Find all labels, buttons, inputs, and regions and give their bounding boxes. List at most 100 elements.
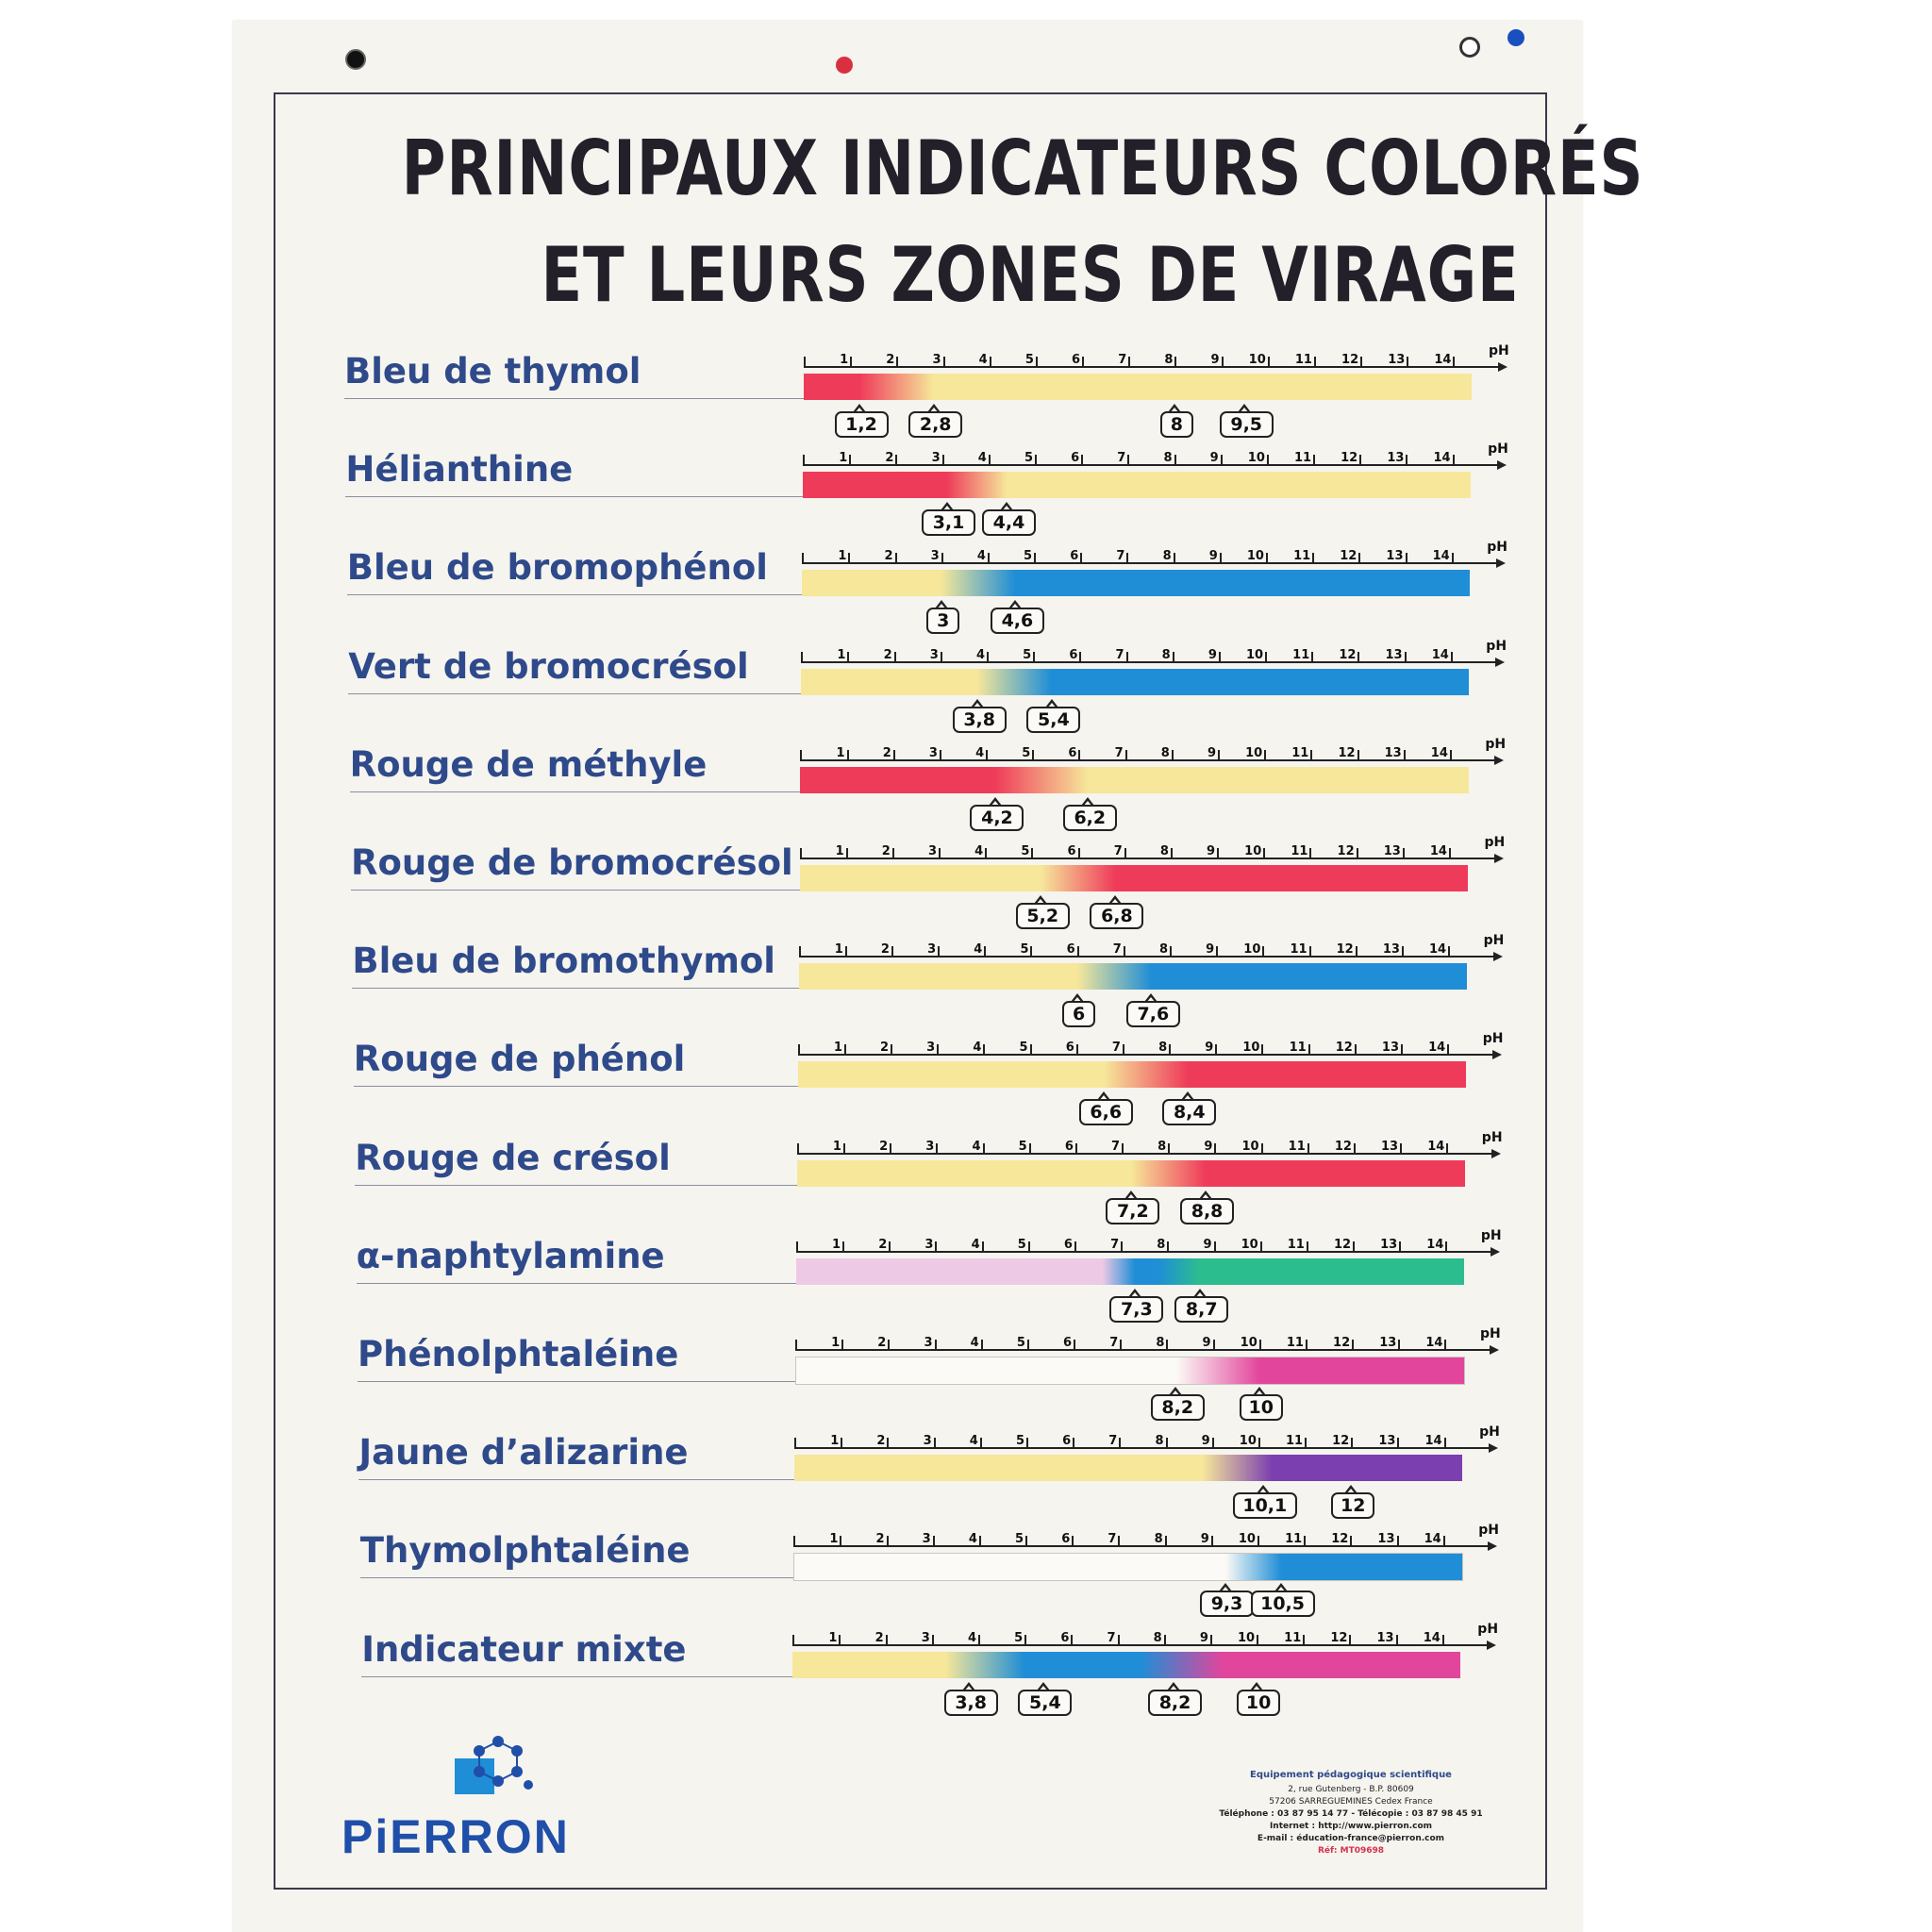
ph-tick <box>1035 357 1038 368</box>
ph-tick <box>1170 946 1173 958</box>
ph-tick <box>1260 1142 1263 1155</box>
ph-tick-label: 10 <box>1237 1630 1256 1645</box>
ph-axis <box>795 1349 1491 1351</box>
poster-title-line1: PRINCIPAUX INDICATEURS COLORÉS <box>401 125 1644 212</box>
ph-tick <box>1404 651 1407 663</box>
transition-ph-marker: 9,5 <box>1219 411 1274 438</box>
ph-tick <box>896 357 899 368</box>
ph-axis <box>799 858 1496 859</box>
ph-tick-label: 12 <box>1333 1336 1351 1350</box>
ph-tick-label: 8 <box>1153 1630 1162 1645</box>
color-band <box>797 1061 1466 1089</box>
ph-tick <box>1442 1536 1445 1548</box>
ph-tick <box>1169 1044 1172 1057</box>
marker-caret-inner <box>1275 1587 1286 1593</box>
marker-caret-inner <box>1010 604 1021 610</box>
ph-tick-label: 12 <box>1335 1041 1353 1056</box>
ph-axis-arrow <box>1491 1050 1502 1060</box>
transition-ph-marker: 8,7 <box>1174 1295 1229 1323</box>
ph-tick-label: 11 <box>1291 745 1309 760</box>
ph-tick <box>1446 1142 1449 1155</box>
ph-tick <box>1307 1142 1309 1155</box>
ph-tick-label: 10 <box>1247 451 1265 466</box>
ph-axis <box>801 660 1498 663</box>
ph-tick <box>1128 357 1131 368</box>
transition-ph-marker: 2,8 <box>908 411 963 438</box>
ph-tick-label: 2 <box>875 1532 885 1547</box>
transition-ph-marker: 8,2 <box>1150 1394 1205 1421</box>
ph-tick <box>850 357 853 368</box>
ph-tick <box>1032 749 1035 761</box>
ph-tick <box>939 848 941 859</box>
ph-tick <box>1405 553 1407 565</box>
ph-tick <box>978 1634 980 1646</box>
ph-tick <box>1221 357 1224 368</box>
ph-tick <box>1164 1536 1167 1548</box>
ph-tick-label: 3 <box>927 942 937 958</box>
pierron-logo-icon <box>451 1734 536 1809</box>
ph-tick-label: 2 <box>886 353 895 367</box>
ph-tick <box>1213 1241 1216 1253</box>
ph-tick <box>1265 651 1268 663</box>
ph-tick <box>1210 1536 1213 1548</box>
color-band <box>793 1553 1464 1582</box>
marker-caret-inner <box>1252 1685 1262 1691</box>
color-band <box>803 472 1472 499</box>
ph-tick-label: 13 <box>1381 1041 1399 1056</box>
marker-caret-inner <box>1125 1193 1136 1200</box>
ph-tick-label: 4 <box>970 1336 979 1350</box>
transition-ph-marker: 4,2 <box>970 804 1024 831</box>
ph-tick <box>1310 749 1313 761</box>
ph-tick <box>983 1044 986 1057</box>
ph-tick-label: 6 <box>1063 1237 1073 1252</box>
ph-tick <box>843 1044 846 1057</box>
ph-tick <box>1267 357 1270 368</box>
ph-tick <box>985 848 988 859</box>
pin-top-left <box>345 49 366 70</box>
ph-tick <box>1214 1142 1217 1155</box>
marker-caret-inner <box>1099 1095 1109 1102</box>
indicator-name: Bleu de thymol <box>344 351 641 391</box>
ph-tick <box>1216 946 1219 958</box>
ph-tick <box>1217 848 1220 859</box>
ph-tick-label: 8 <box>1154 1532 1163 1547</box>
ph-tick <box>1304 1536 1307 1548</box>
ph-tick <box>1218 651 1221 663</box>
ph-tick-label: 1 <box>837 647 846 662</box>
ph-tick <box>886 1536 889 1548</box>
marker-caret-inner <box>941 506 952 512</box>
marker-caret-inner <box>1038 1685 1048 1691</box>
ph-tick-label: 3 <box>928 745 938 760</box>
ph-tick-label: 7 <box>1115 647 1124 662</box>
indicator-name: Bleu de bromothymol <box>352 941 775 982</box>
ph-tick-label: 5 <box>1019 1041 1028 1056</box>
ph-tick-label: 9 <box>1204 1139 1213 1154</box>
ph-tick <box>1357 749 1359 761</box>
ph-tick <box>1117 1634 1120 1646</box>
ph-tick-label: 8 <box>1158 1041 1168 1056</box>
color-band <box>804 374 1473 400</box>
ph-tick-label: 10 <box>1241 1139 1259 1154</box>
ph-axis-unit: pH <box>1482 1031 1504 1047</box>
ph-tick <box>1163 1634 1166 1646</box>
ph-tick <box>1400 1142 1403 1155</box>
ph-tick <box>1398 1340 1401 1351</box>
ph-tick-label: 7 <box>1110 1139 1121 1154</box>
ph-tick-label: 1 <box>832 1139 841 1154</box>
ph-tick-label: 4 <box>976 549 986 564</box>
ph-tick <box>986 749 989 761</box>
ph-tick-label: 8 <box>1160 745 1170 760</box>
indicator-name-underline <box>355 1184 797 1186</box>
ph-tick <box>1257 1438 1260 1450</box>
ph-tick-label: 3 <box>922 1532 931 1547</box>
ph-tick-label: 6 <box>1071 451 1080 466</box>
ph-tick <box>1074 1340 1076 1351</box>
ph-tick <box>1122 1142 1124 1155</box>
ph-tick-label: 4 <box>968 1532 977 1547</box>
ph-tick-label: 13 <box>1388 353 1406 367</box>
marker-caret-inner <box>1168 1685 1178 1691</box>
color-band <box>796 1159 1465 1187</box>
ph-tick <box>1312 553 1315 565</box>
ph-tick <box>1173 553 1175 565</box>
ph-tick-label: 10 <box>1240 1336 1257 1350</box>
